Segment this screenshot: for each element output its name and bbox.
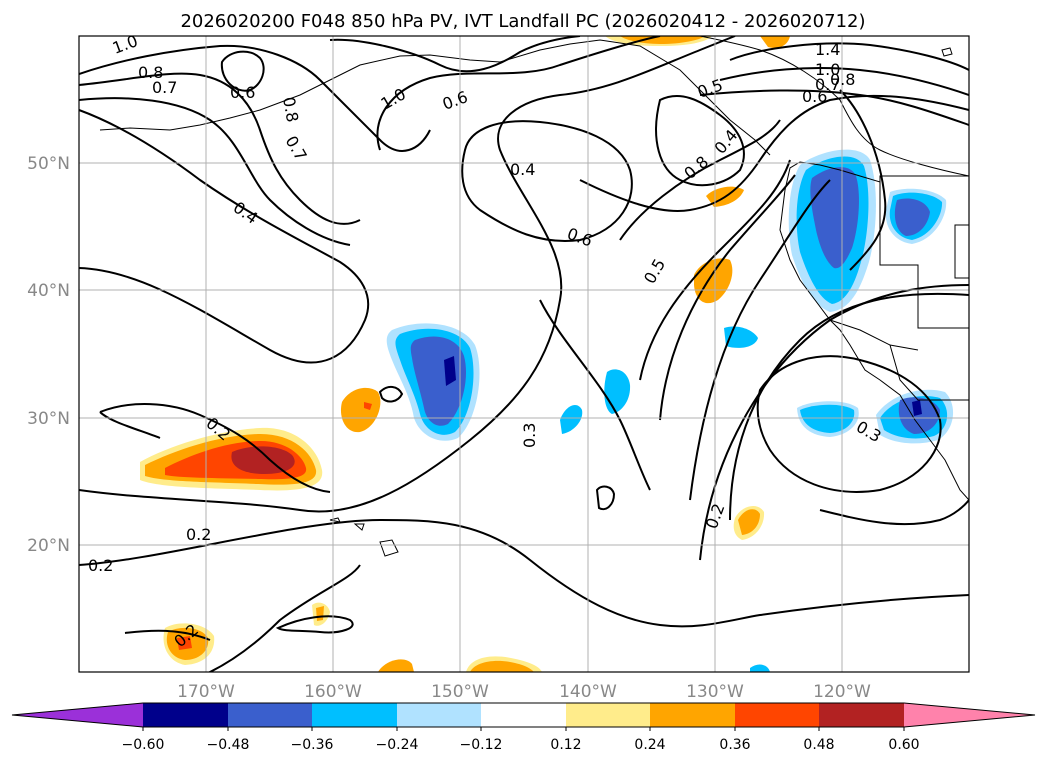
colorbar-tick-label: 0.48 [803, 737, 834, 753]
contour-label: 0.8 [279, 95, 302, 123]
map-frame [78, 35, 970, 673]
colorbar-segment [143, 703, 228, 727]
contour-label: 0.8 [830, 70, 855, 89]
colorbar-tick-label: −0.12 [460, 737, 503, 753]
contour-label: 1.0 [815, 60, 840, 79]
colorbar-segment [397, 703, 481, 727]
shaded-fields [140, 36, 954, 672]
colorbar-tick-label: 0.12 [550, 737, 581, 753]
lon-label: 150°W [431, 682, 489, 702]
colorbar: −0.60 −0.48 −0.36 −0.24 −0.12 0.12 0.24 0.36 0.4… [11, 702, 1036, 753]
contour-label: 0.7 [815, 75, 840, 94]
contour-label: 0.6 [230, 83, 255, 102]
contour-label: 1.4 [815, 40, 840, 59]
colorbar-tick-label: −0.24 [376, 737, 419, 753]
contour-label: 0.7 [152, 78, 177, 97]
lat-label: 40°N [27, 281, 70, 301]
lon-label: 170°W [177, 682, 235, 702]
lon-label: 120°W [813, 682, 871, 702]
contour-label: 0.6 [802, 87, 827, 106]
contour-label: 0.4 [510, 160, 535, 179]
colorbar-segment [650, 703, 735, 727]
graticule [79, 36, 969, 672]
colorbar-tick-label: 0.60 [888, 737, 919, 753]
lon-label: 160°W [304, 682, 362, 702]
colorbar-tick-label: −0.48 [207, 737, 250, 753]
positive-anomaly-131w [694, 258, 733, 304]
map-background [79, 36, 969, 672]
colorbar-tick-label: 0.36 [719, 737, 750, 753]
contour-label: 0.8 [138, 63, 163, 82]
negative-anomaly-west-coast [788, 149, 954, 444]
contour-label: 0.3 [520, 423, 539, 448]
lat-label: 50°N [27, 154, 70, 174]
colorbar-segment [735, 703, 819, 727]
colorbar-tick-label: −0.36 [291, 737, 334, 753]
positive-anomaly-west [140, 427, 323, 491]
colorbar-segment [566, 703, 650, 727]
figure-title: 2026020200 F048 850 hPa PV, IVT Landfall… [180, 11, 865, 32]
colorbar-segment [12, 703, 143, 727]
negative-anomaly-central [386, 323, 480, 441]
longitude-axis: 170°W 160°W 150°W 140°W 130°W 120°W [177, 682, 871, 702]
positive-anomaly-158w [340, 387, 381, 433]
latitude-axis: 50°N 40°N 30°N 20°N [27, 154, 70, 556]
colorbar-segment [228, 703, 312, 727]
colorbar-tick-label: −0.60 [122, 737, 165, 753]
colorbar-segment [312, 703, 397, 727]
lat-label: 30°N [27, 409, 70, 429]
colorbar-segment [819, 703, 904, 727]
map-panel: 1.0 0.8 0.7 0.6 0.8 0.7 1.0 0.6 0.4 0.4 … [78, 31, 970, 673]
contour-label: 0.2 [88, 556, 113, 575]
lon-label: 140°W [559, 682, 617, 702]
lat-label: 20°N [27, 536, 70, 556]
colorbar-segment [904, 703, 1035, 727]
lon-label: 130°W [686, 682, 744, 702]
contour-label: 0.2 [186, 525, 211, 544]
colorbar-tick-label: 0.24 [634, 737, 665, 753]
colorbar-segment [481, 703, 566, 727]
